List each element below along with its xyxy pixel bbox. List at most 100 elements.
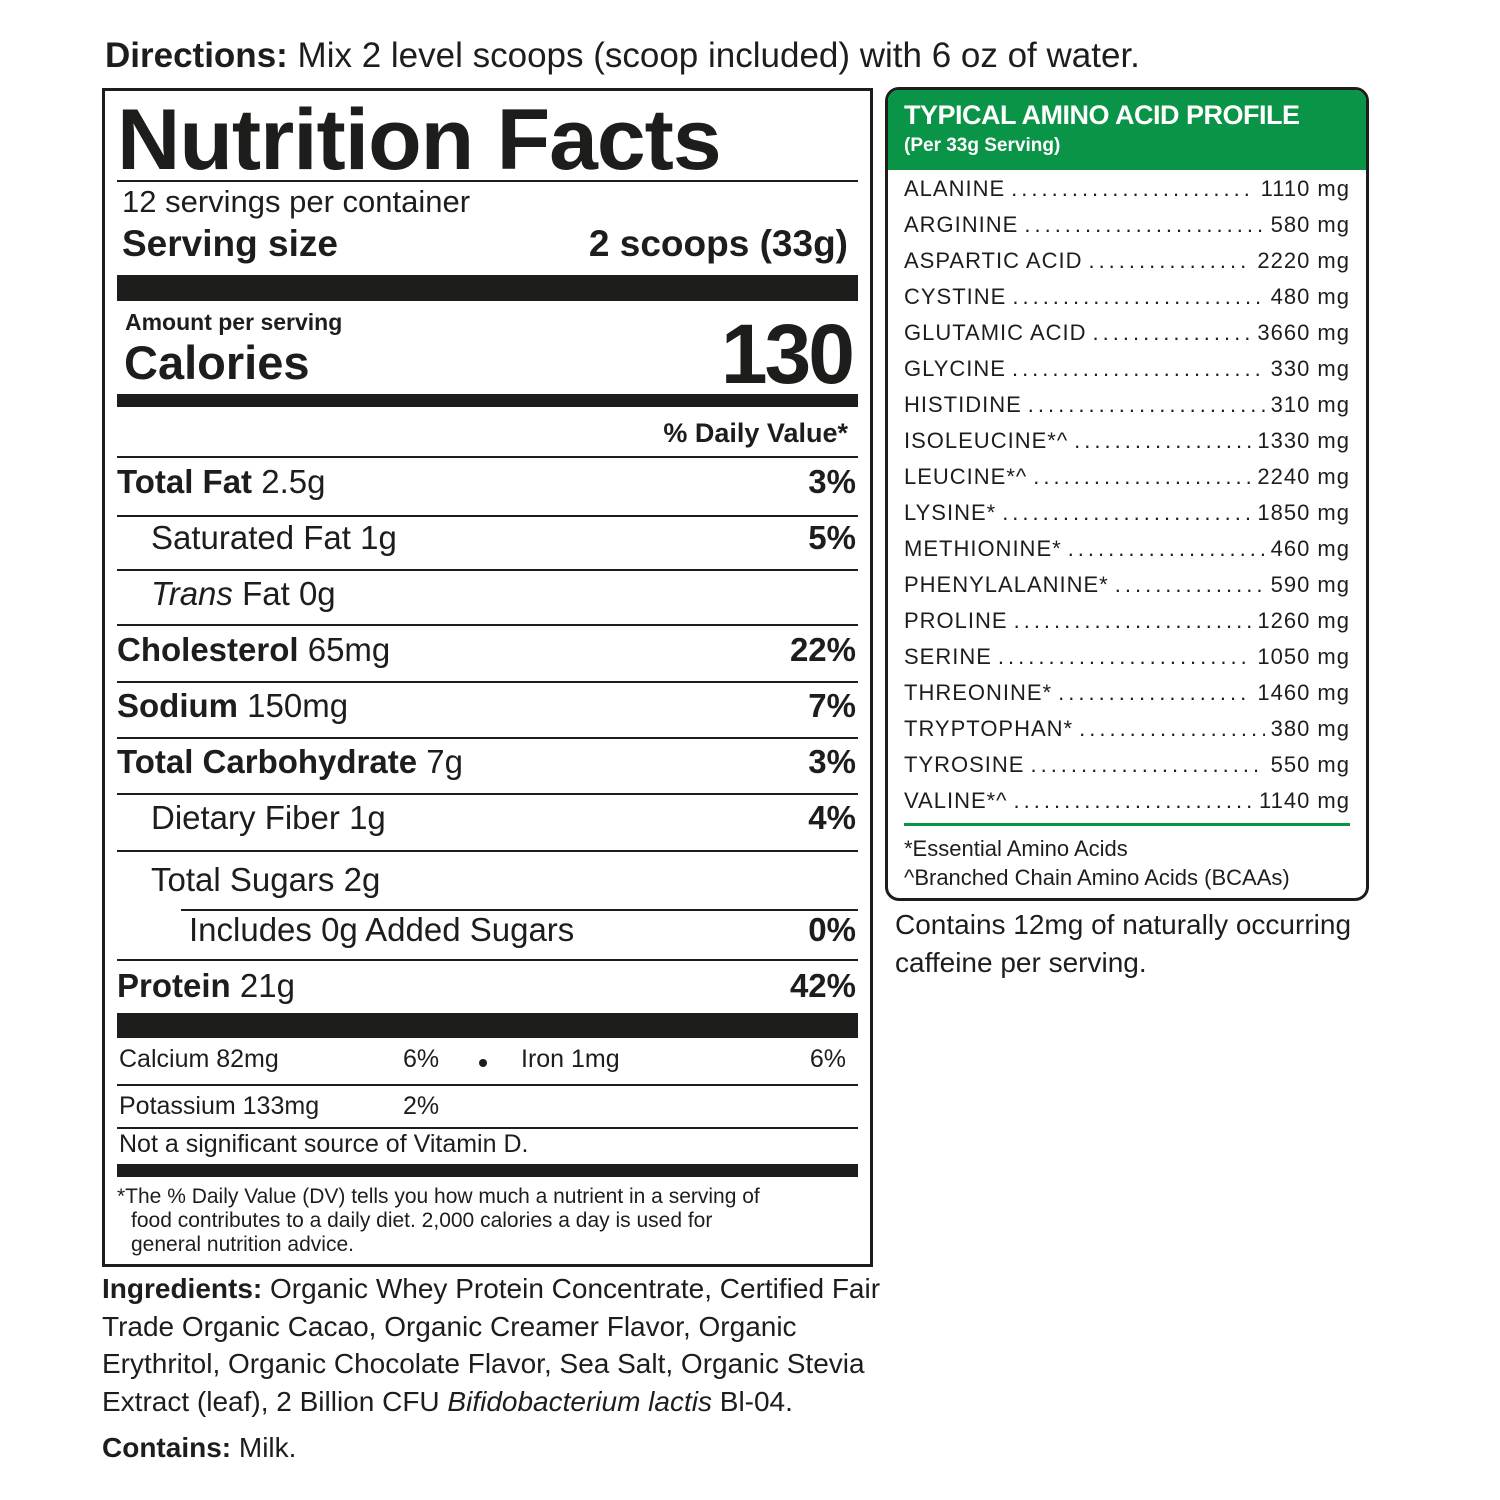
amino-name: ISOLEUCINE*^: [904, 428, 1069, 453]
amount-per-serving: Amount per serving: [125, 309, 343, 335]
serving-size-value: 2 scoops (33g): [588, 223, 848, 264]
amino-value: 330 mg: [1270, 356, 1350, 381]
vitamin-d-note: Not a significant source of Vitamin D.: [119, 1130, 529, 1158]
amino-row: PROLINE.................................…: [904, 608, 1350, 634]
divider: [117, 180, 858, 182]
amino-value: 480 mg: [1270, 284, 1350, 309]
calcium-dv: 6%: [403, 1045, 440, 1073]
directions-label: Directions:: [105, 36, 288, 75]
iron-dv: 6%: [809, 1045, 846, 1073]
amino-acid-profile-panel: TYPICAL AMINO ACID PROFILE (Per 33g Serv…: [885, 87, 1369, 901]
dot-leader: ........................................…: [1079, 716, 1265, 741]
amino-value: 1140 mg: [1259, 788, 1350, 813]
amino-name: GLUTAMIC ACID: [904, 320, 1087, 345]
amino-value: 1850 mg: [1257, 500, 1350, 525]
amino-name: CYSTINE: [904, 284, 1007, 309]
divider: [117, 793, 858, 795]
dot-leader: ........................................…: [1012, 284, 1265, 309]
dot-leader: ........................................…: [1002, 500, 1252, 525]
calories-label: Calories: [124, 336, 310, 389]
nutrient-amount: 0g: [298, 575, 336, 612]
divider: [117, 515, 858, 517]
footnote-line: *The % Daily Value (DV) tells you how mu…: [117, 1185, 760, 1208]
nutrient-amount: 1g: [349, 799, 386, 836]
thick-divider: [117, 394, 858, 407]
divider: [117, 959, 858, 961]
nutrient-row-trans-fat: Trans Fat 0g: [151, 575, 856, 613]
nutrient-amount: 7g: [426, 743, 463, 780]
amino-value: 580 mg: [1270, 212, 1350, 237]
thick-divider: [117, 1013, 858, 1038]
caffeine-note: Contains 12mg of naturally occurring caf…: [895, 909, 1352, 978]
serving-size-row: Serving size 2 scoops (33g): [122, 223, 848, 265]
dot-leader: ........................................…: [997, 644, 1251, 669]
amino-name: PHENYLALANINE*: [904, 572, 1109, 597]
amino-row: PHENYLALANINE*..........................…: [904, 572, 1350, 598]
nutrient-row-dietary-fiber: Dietary Fiber 1g 4%: [151, 799, 856, 837]
dot-leader: ........................................…: [1027, 392, 1265, 417]
divider: [117, 456, 858, 458]
nutrient-row-total-carbohydrate: Total Carbohydrate 7g 3%: [117, 743, 856, 781]
amino-name: TRYPTOPHAN*: [904, 716, 1074, 741]
amino-row: LYSINE*.................................…: [904, 500, 1350, 526]
dot-leader: ........................................…: [1011, 176, 1254, 201]
nutrient-name: Total Fat: [117, 463, 253, 500]
dot-leader: ........................................…: [1011, 356, 1265, 381]
ingredients-label: Ingredients:: [102, 1273, 263, 1304]
divider: [117, 569, 858, 571]
nutrient-dv: 7%: [808, 687, 856, 724]
daily-value-footnote: *The % Daily Value (DV) tells you how mu…: [117, 1185, 760, 1257]
amino-title: TYPICAL AMINO ACID PROFILE: [904, 100, 1300, 130]
amino-row: TYROSINE................................…: [904, 752, 1350, 778]
amino-row: HISTIDINE...............................…: [904, 392, 1350, 418]
nutrient-row-total-sugars: Total Sugars 2g: [151, 861, 856, 899]
ingredients: Ingredients: Organic Whey Protein Concen…: [102, 1270, 882, 1420]
nutrient-row-cholesterol: Cholesterol 65mg 22%: [117, 631, 856, 669]
dot-leader: ........................................…: [1114, 572, 1265, 597]
dot-leader: ........................................…: [1013, 608, 1252, 633]
dot-leader: ........................................…: [1058, 680, 1252, 705]
nutrient-amount: 1g: [360, 519, 397, 556]
amino-value: 380 mg: [1270, 716, 1350, 741]
amino-value: 1050 mg: [1257, 644, 1350, 669]
amino-row: ASPARTIC ACID...........................…: [904, 248, 1350, 274]
nutrient-row-saturated-fat: Saturated Fat 1g 5%: [151, 519, 856, 557]
daily-value-header: % Daily Value*: [663, 418, 848, 448]
amino-value: 1110 mg: [1260, 176, 1350, 201]
nutrient-row-sodium: Sodium 150mg 7%: [117, 687, 856, 725]
amino-row: ARGININE................................…: [904, 212, 1350, 238]
amino-header: TYPICAL AMINO ACID PROFILE (Per 33g Serv…: [888, 90, 1366, 170]
directions: Directions: Mix 2 level scoops (scoop in…: [105, 36, 1140, 76]
nutrient-dv: 5%: [808, 519, 856, 556]
nutrient-row-total-fat: Total Fat 2.5g 3%: [117, 463, 856, 501]
nutrient-dv: 42%: [789, 967, 856, 1004]
nutrient-amount: 150mg: [247, 687, 349, 724]
nutrient-name: Cholesterol: [117, 631, 299, 668]
dot-leader: ........................................…: [1024, 212, 1264, 237]
amino-value: 310 mg: [1270, 392, 1350, 417]
nutrient-name: Sodium: [117, 687, 238, 724]
iron-label: Iron 1mg: [521, 1045, 620, 1073]
dot-leader: ........................................…: [1030, 752, 1264, 777]
dot-leader: ........................................…: [1033, 464, 1251, 489]
amino-row: METHIONINE*.............................…: [904, 536, 1350, 562]
amino-row: TRYPTOPHAN*.............................…: [904, 716, 1350, 742]
nutrient-row-added-sugars: Includes 0g Added Sugars 0%: [189, 911, 856, 949]
nutrient-dv: 0%: [808, 911, 856, 948]
potassium-label: Potassium 133mg: [119, 1092, 320, 1120]
green-divider: [904, 823, 1350, 826]
amino-value: 2240 mg: [1257, 464, 1350, 489]
amino-row: GLUTAMIC ACID...........................…: [904, 320, 1350, 346]
nutrient-dv: 3%: [808, 743, 856, 780]
amino-name: LEUCINE*^: [904, 464, 1028, 489]
amino-row: ALANINE.................................…: [904, 176, 1350, 202]
nutrient-name: Dietary Fiber: [151, 799, 340, 836]
amino-name: ASPARTIC ACID: [904, 248, 1083, 273]
nutrient-dv: 3%: [808, 463, 856, 500]
amino-value: 3660 mg: [1257, 320, 1350, 345]
nutrition-title: Nutrition Facts: [117, 92, 722, 188]
divider: [181, 909, 858, 911]
nutrient-amount: 21g: [239, 967, 295, 1004]
nutrient-name: Total Carbohydrate: [117, 743, 418, 780]
amino-name: ARGININE: [904, 212, 1019, 237]
